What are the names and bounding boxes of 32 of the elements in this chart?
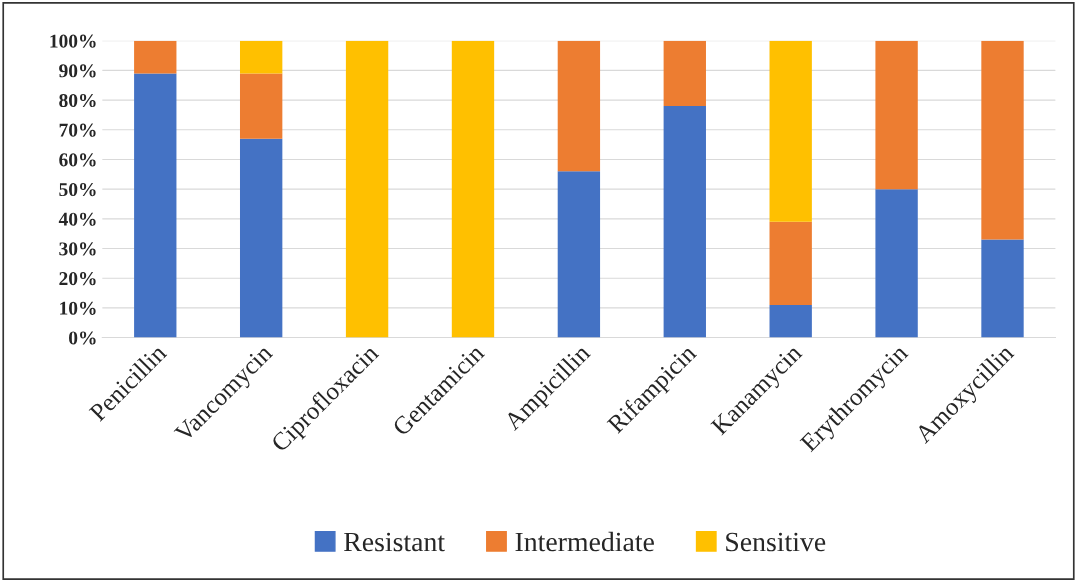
bar — [875, 189, 918, 338]
y-tick-label: 50% — [59, 182, 96, 197]
bar — [769, 304, 812, 338]
bar — [981, 239, 1024, 338]
bar — [239, 138, 283, 338]
y-tick-label: 60% — [59, 153, 96, 167]
bar — [875, 40, 918, 190]
bar — [663, 106, 706, 338]
bar — [345, 40, 389, 338]
bar — [663, 40, 706, 107]
y-tick-label: 40% — [58, 212, 96, 226]
y-tick-label: 80% — [59, 93, 96, 108]
y-tick-label: 10% — [60, 301, 96, 315]
bar — [134, 40, 177, 74]
y-tick-label: 0% — [69, 331, 96, 345]
bar — [451, 40, 495, 338]
y-tick-label: 30% — [59, 242, 96, 256]
bar — [134, 73, 177, 338]
bar — [239, 40, 283, 74]
y-tick-label: 70% — [59, 123, 96, 137]
legend-label: Sensitive — [726, 532, 826, 552]
legend-label: Resistant — [344, 532, 445, 552]
y-tick-label: 20% — [59, 272, 96, 286]
y-tick-label: 90% — [59, 64, 96, 78]
bar — [239, 73, 283, 139]
bar — [557, 171, 601, 338]
bar — [557, 40, 601, 172]
y-tick-label: 100% — [50, 34, 96, 48]
legend-label: Intermediate — [515, 531, 654, 552]
bar — [769, 221, 812, 305]
bar — [981, 40, 1024, 240]
bar — [769, 40, 812, 222]
